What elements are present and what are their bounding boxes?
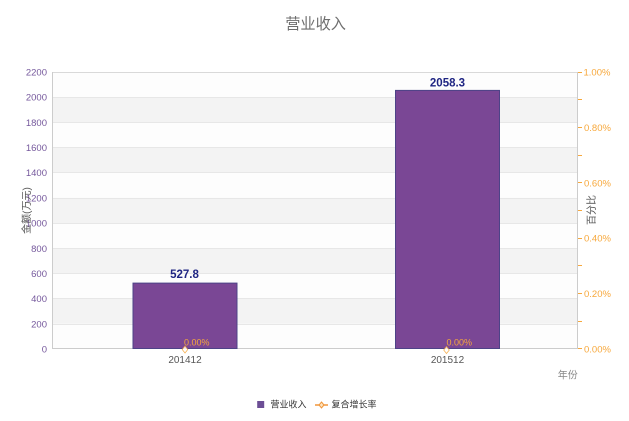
svg-text:400: 400 [31, 294, 47, 305]
svg-text:1000: 1000 [26, 219, 47, 230]
svg-text:2000: 2000 [26, 93, 47, 104]
svg-text:2200: 2200 [26, 68, 47, 79]
svg-text:营业收入: 营业收入 [285, 16, 346, 33]
svg-text:527.8: 527.8 [170, 269, 199, 281]
svg-text:0: 0 [42, 345, 47, 356]
svg-text:营业收入: 营业收入 [271, 399, 307, 410]
svg-text:201512: 201512 [431, 355, 465, 366]
svg-text:201412: 201412 [168, 355, 202, 366]
svg-text:600: 600 [31, 269, 47, 280]
svg-text:1800: 1800 [26, 118, 47, 129]
svg-text:800: 800 [31, 244, 47, 255]
svg-text:1600: 1600 [26, 143, 47, 154]
svg-text:0.00%: 0.00% [447, 338, 473, 348]
svg-text:0.80%: 0.80% [584, 123, 611, 134]
svg-text:0.00%: 0.00% [584, 345, 611, 356]
svg-text:百分比: 百分比 [586, 195, 598, 225]
svg-text:200: 200 [31, 319, 47, 330]
svg-text:1400: 1400 [26, 168, 47, 179]
svg-text:复合增长率: 复合增长率 [332, 399, 377, 410]
svg-text:0.20%: 0.20% [584, 289, 611, 300]
svg-text:2058.3: 2058.3 [430, 77, 465, 89]
svg-text:0.40%: 0.40% [584, 234, 611, 245]
svg-text:年份: 年份 [558, 369, 578, 382]
svg-text:1.00%: 1.00% [584, 68, 611, 79]
svg-text:金额(万元): 金额(万元) [20, 187, 33, 234]
svg-text:1200: 1200 [26, 193, 47, 204]
svg-text:0.60%: 0.60% [584, 178, 611, 189]
svg-text:0.00%: 0.00% [184, 338, 210, 348]
